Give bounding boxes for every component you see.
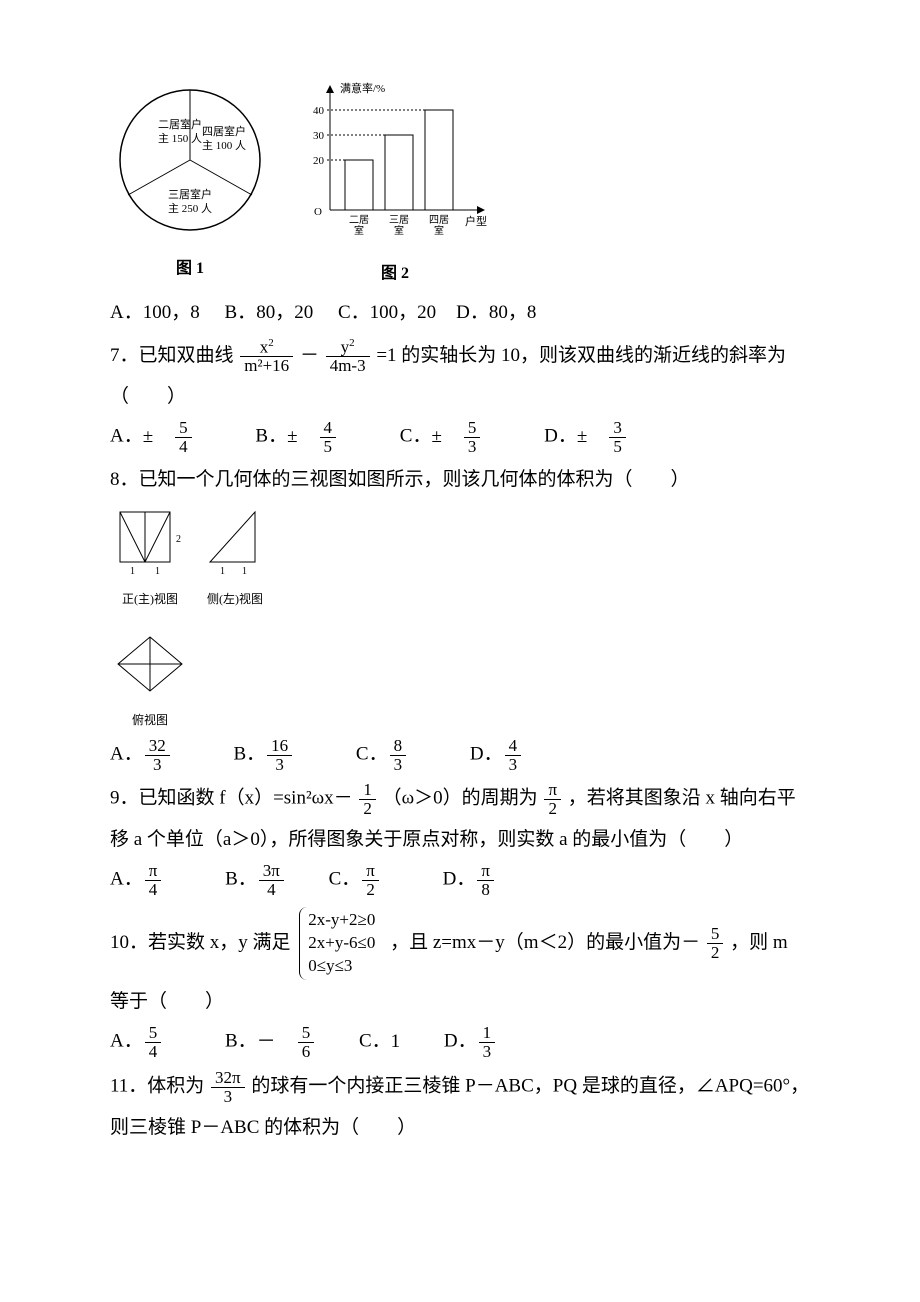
- svg-text:1: 1: [220, 566, 225, 577]
- q7-text-a: 7．已知双曲线: [110, 345, 234, 366]
- q9-choices: A．π4 B．3π4 C．π2 D．π8: [110, 862, 810, 899]
- q6-choices: A．100，8 B．80，20 C．100，20D．80，8: [110, 297, 810, 329]
- q9-stem-2: 移 a 个单位（a＞0），所得图象关于原点对称，则实数 a 的最小值为（ ）: [110, 824, 810, 856]
- pie-chart-container: 二居室户 主 150 人 四居室户 主 100 人 三居室户 主 250 人 图…: [110, 80, 270, 282]
- bar-caption: 图 2: [300, 260, 490, 287]
- svg-text:30: 30: [313, 130, 325, 142]
- svg-text:40: 40: [313, 105, 325, 117]
- svg-text:1: 1: [155, 566, 160, 577]
- bar-3-label: 四居: [429, 214, 449, 226]
- q7-text-b: =1 的实轴长为 10，则该双曲线的渐近线的斜率为: [376, 345, 786, 366]
- q11-stem: 11．体积为 32π3 的球有一个内接正三棱锥 P－ABC，PQ 是球的直径，∠…: [110, 1069, 810, 1106]
- bar-ylabel: 满意率/%: [340, 81, 385, 95]
- q8-views: 11 2 正(主)视图 11 侧(左)视图 俯视图: [110, 502, 810, 730]
- figures-row: 二居室户 主 150 人 四居室户 主 100 人 三居室户 主 250 人 图…: [110, 80, 810, 287]
- bar-origin: O: [314, 206, 322, 218]
- pie-slice-1-label2: 主 150 人: [158, 132, 202, 145]
- q7-frac2: y24m-3: [326, 338, 370, 375]
- pie-slice-3-label1: 三居室户: [168, 187, 212, 201]
- pie-slice-3-label2: 主 250 人: [168, 202, 212, 215]
- pie-slice-2-label1: 四居室户: [202, 124, 246, 138]
- svg-text:1: 1: [242, 566, 247, 577]
- q8-stem: 8．已知一个几何体的三视图如图所示，则该几何体的体积为（ ）: [110, 464, 810, 496]
- svg-text:2: 2: [176, 534, 181, 545]
- bar-yticks: 20 30 40: [313, 105, 435, 167]
- bar-chart-container: 满意率/% 户型 O 20 30 40 二居 室 三居 室 四居 室 图 2: [300, 80, 490, 287]
- q6-C: 100，20: [370, 297, 437, 329]
- q7-paren: （ ）: [110, 381, 810, 413]
- svg-text:室: 室: [354, 224, 364, 237]
- svg-text:室: 室: [394, 224, 404, 237]
- q10-stem: 10．若实数 x，y 满足 2x-y+2≥0 2x+y-6≤0 0≤y≤3 ，且…: [110, 907, 810, 980]
- bar-1-label: 二居: [349, 214, 369, 226]
- q10-stem-2: 等于（ ）: [110, 986, 810, 1018]
- q7-stem: 7．已知双曲线 x2m²+16 － y24m-3 =1 的实轴长为 10，则该双…: [110, 338, 810, 375]
- svg-text:20: 20: [313, 155, 325, 167]
- top-view: 俯视图: [110, 629, 190, 731]
- front-view: 11 2 正(主)视图: [110, 502, 190, 609]
- q8-choices: A．323 B．163 C．83 D．43: [110, 737, 810, 774]
- q6-A: 100，8: [143, 297, 200, 329]
- q7-choices: A．±54 B．±45 C．±53 D．±35: [110, 419, 810, 456]
- svg-text:1: 1: [130, 566, 135, 577]
- pie-slice-1-label1: 二居室户: [158, 117, 202, 131]
- q6-B: 80，20: [256, 297, 313, 329]
- q10-system: 2x-y+2≥0 2x+y-6≤0 0≤y≤3: [299, 907, 381, 980]
- pie-chart: 二居室户 主 150 人 四居室户 主 100 人 三居室户 主 250 人: [110, 80, 270, 240]
- bar-chart: 满意率/% 户型 O 20 30 40 二居 室 三居 室 四居 室: [300, 80, 490, 245]
- q9-stem: 9．已知函数 f（x）=sin²ωx－ 12 （ω＞0）的周期为 π2 ，若将其…: [110, 781, 810, 818]
- q7-frac1: x2m²+16: [240, 338, 293, 375]
- bar-2-label: 三居: [389, 214, 409, 226]
- bar-xlabel: 户型: [465, 214, 487, 228]
- q10-choices: A．54 B．－56 C．1 D．13: [110, 1024, 810, 1061]
- q11-stem-2: 则三棱锥 P－ABC 的体积为（ ）: [110, 1112, 810, 1144]
- pie-slice-2-label2: 主 100 人: [202, 139, 246, 152]
- q6-D: 80，8: [489, 297, 537, 329]
- svg-text:室: 室: [434, 224, 444, 237]
- pie-caption: 图 1: [110, 255, 270, 282]
- side-view: 11 侧(左)视图: [200, 502, 270, 609]
